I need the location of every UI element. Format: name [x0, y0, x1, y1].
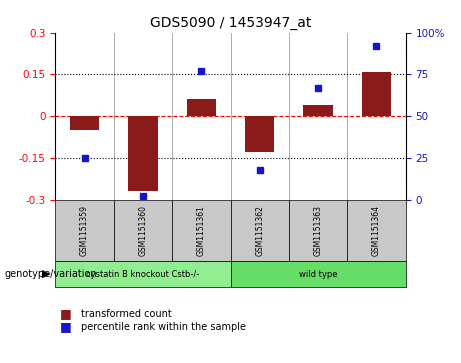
Bar	[245, 116, 274, 152]
Bar	[70, 116, 99, 130]
Text: ▶: ▶	[42, 269, 51, 279]
Text: GSM1151361: GSM1151361	[197, 205, 206, 256]
Text: GSM1151360: GSM1151360	[138, 205, 148, 256]
Bar	[303, 105, 333, 116]
Text: wild type: wild type	[299, 270, 337, 278]
Text: GSM1151359: GSM1151359	[80, 205, 89, 256]
Text: genotype/variation: genotype/variation	[5, 269, 97, 279]
Bar	[362, 72, 391, 116]
Text: percentile rank within the sample: percentile rank within the sample	[81, 322, 246, 332]
Text: cystatin B knockout Cstb-/-: cystatin B knockout Cstb-/-	[86, 270, 200, 278]
Text: ■: ■	[60, 307, 71, 321]
Text: GSM1151364: GSM1151364	[372, 205, 381, 256]
Bar	[128, 116, 158, 191]
Title: GDS5090 / 1453947_at: GDS5090 / 1453947_at	[150, 16, 311, 30]
Bar	[187, 99, 216, 116]
Text: transformed count: transformed count	[81, 309, 171, 319]
Text: ■: ■	[60, 320, 71, 333]
Text: GSM1151363: GSM1151363	[313, 205, 323, 256]
Text: GSM1151362: GSM1151362	[255, 205, 264, 256]
